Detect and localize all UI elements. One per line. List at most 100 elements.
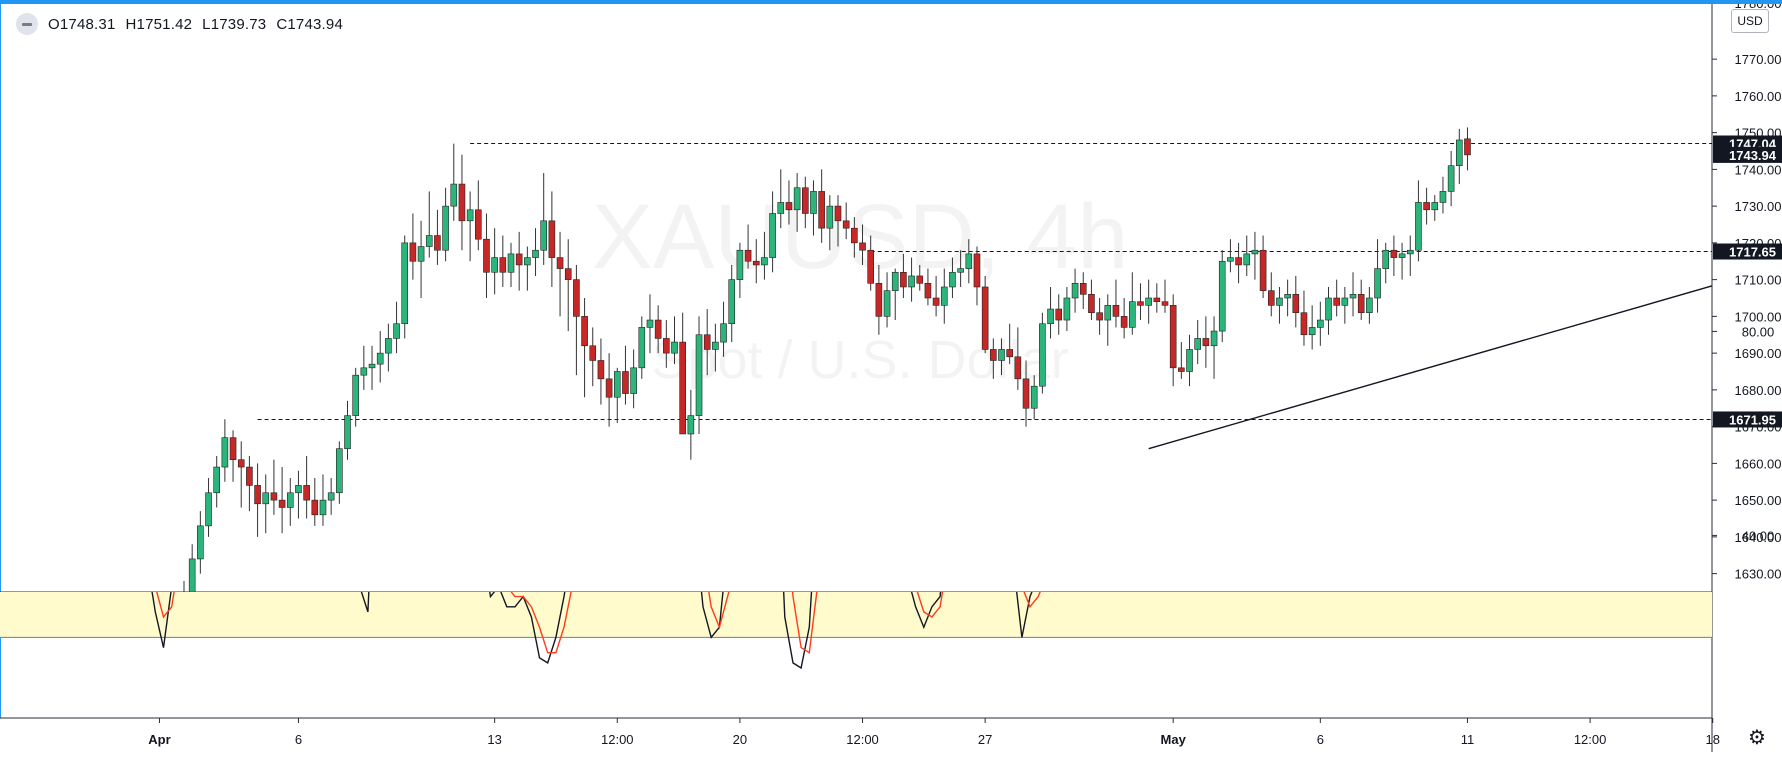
candle-body <box>491 257 498 273</box>
candle-body <box>1341 297 1349 306</box>
candle-body <box>1047 308 1054 325</box>
candle <box>1218 250 1226 343</box>
candle-body <box>1366 297 1373 313</box>
candle-body <box>1210 330 1218 347</box>
candle <box>900 253 907 298</box>
candle <box>1030 375 1038 420</box>
candle <box>1063 286 1071 332</box>
candle-body <box>540 220 548 251</box>
candle-body <box>1464 138 1471 156</box>
candle <box>1382 242 1390 284</box>
candle-body <box>1227 257 1234 262</box>
candle <box>1006 323 1013 365</box>
minus-circle-icon[interactable] <box>16 13 38 35</box>
candle-body <box>409 242 417 262</box>
candle-body <box>777 202 785 214</box>
candle <box>965 239 973 284</box>
candle-body <box>425 235 433 247</box>
candle <box>777 169 785 229</box>
candle-body <box>286 492 294 508</box>
candle-body <box>385 338 392 354</box>
candle-body <box>736 249 744 280</box>
horizontal-levels <box>257 143 1712 450</box>
candle <box>303 456 310 519</box>
candle-body <box>671 341 678 354</box>
candle <box>1464 127 1471 171</box>
currency-button[interactable]: USD <box>1731 9 1769 33</box>
candle-body <box>1096 312 1103 321</box>
candle-body <box>442 205 449 251</box>
candle <box>597 338 605 405</box>
candle <box>867 235 875 291</box>
candle <box>368 345 376 390</box>
candle-body <box>254 485 261 505</box>
candle-body <box>319 499 327 516</box>
candle <box>246 456 253 512</box>
candle-body <box>891 271 899 291</box>
candle-body <box>867 249 875 284</box>
x-tick-label: 12:00 <box>846 732 879 747</box>
candle-body <box>654 319 662 339</box>
candle-body <box>507 253 515 273</box>
candle-body <box>1120 316 1128 328</box>
candle-body <box>597 360 605 380</box>
candle <box>1178 342 1185 379</box>
candle-body <box>1431 202 1439 211</box>
candle <box>270 459 278 515</box>
candle <box>990 338 997 379</box>
ohlc-high: H1751.42 <box>125 15 193 33</box>
candle-body <box>883 290 891 317</box>
level-label: 1671.95 <box>1729 412 1776 427</box>
stoch-y-tick-label: 40.00 <box>1742 528 1775 543</box>
candle <box>213 456 220 508</box>
candle-body <box>1194 338 1201 350</box>
candle-body <box>1333 297 1340 306</box>
candle <box>1267 272 1275 317</box>
candle <box>1055 294 1063 335</box>
candle <box>769 191 776 273</box>
candle-body <box>1308 327 1316 336</box>
gear-icon[interactable]: ⚙ <box>1748 727 1766 749</box>
candle-body <box>515 253 523 266</box>
candle <box>752 239 760 284</box>
candle-body <box>474 209 482 240</box>
candle-body <box>1235 257 1242 266</box>
candle <box>524 246 531 291</box>
candle <box>336 441 343 504</box>
candle <box>295 470 302 519</box>
candle <box>1325 286 1332 335</box>
candle <box>1317 301 1324 346</box>
candle <box>409 213 417 280</box>
candle <box>278 467 286 534</box>
candle <box>254 463 261 537</box>
candle <box>1366 286 1373 324</box>
candle-body <box>826 205 834 229</box>
candle <box>474 180 482 251</box>
candle <box>1341 286 1349 324</box>
candle <box>540 173 548 265</box>
candle <box>1145 279 1152 324</box>
candle <box>1406 235 1414 276</box>
y-tick-label: 1630.00 <box>1735 567 1782 582</box>
candle-body <box>1415 202 1422 251</box>
candle-body <box>1014 356 1022 380</box>
candle <box>262 474 270 534</box>
candle <box>1398 242 1406 280</box>
stochastic-band <box>0 592 1712 638</box>
candle-body <box>188 558 196 592</box>
y-tick-label: 1700.00 <box>1735 309 1782 324</box>
candle-body <box>728 279 736 325</box>
candle-body <box>1357 294 1365 314</box>
candle-body <box>262 492 270 505</box>
candle <box>1284 279 1291 317</box>
candle-body <box>916 275 924 284</box>
candle <box>1227 239 1234 273</box>
candle <box>532 228 539 276</box>
candle <box>1357 279 1365 321</box>
candle-body <box>524 257 531 266</box>
level-label: 1717.65 <box>1729 245 1776 260</box>
candle <box>491 228 498 295</box>
x-tick-label: 11 <box>1461 732 1475 747</box>
